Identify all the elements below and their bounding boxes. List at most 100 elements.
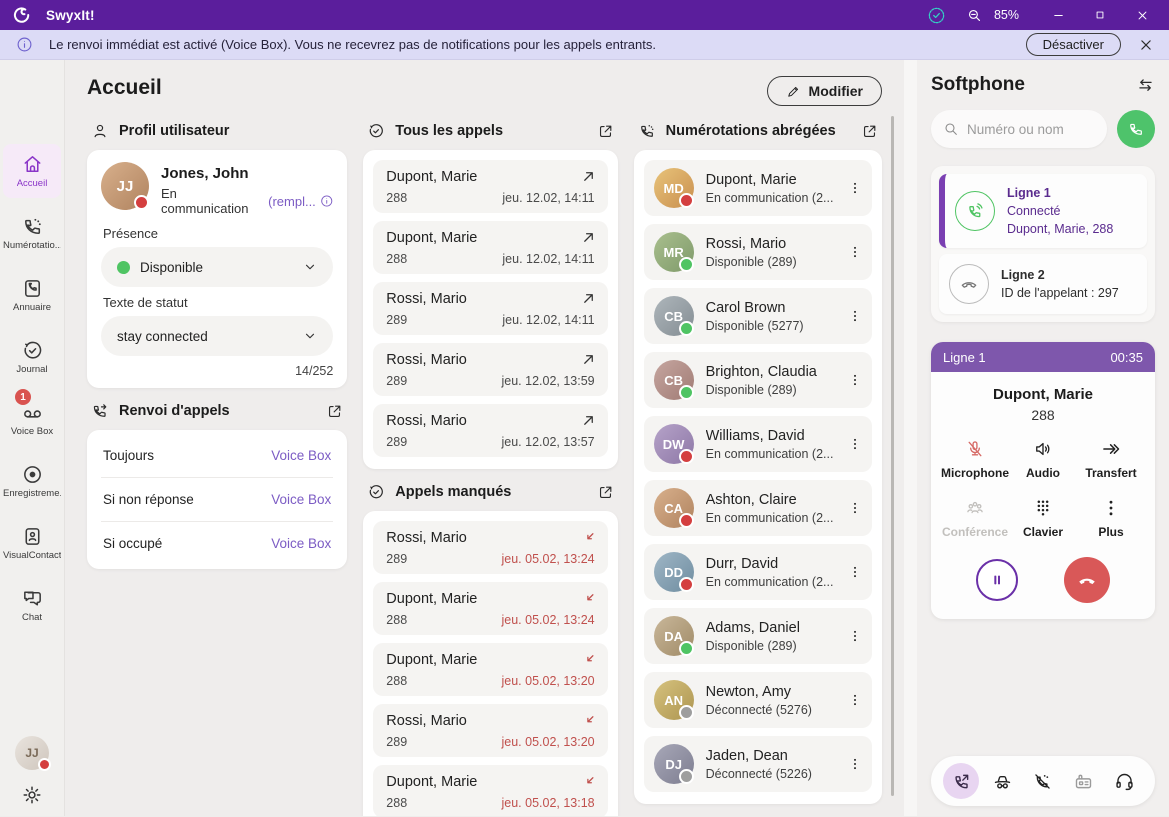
banner-close-icon[interactable] [1137,36,1155,54]
start-call-button[interactable] [1117,110,1155,148]
open-external-icon[interactable] [326,403,343,420]
maximize-button[interactable] [1079,0,1121,30]
avatar: DW [653,424,694,464]
hangup-button[interactable] [1064,557,1110,604]
sidebar-item-annuaire[interactable]: Annuaire [3,268,61,322]
sidebar-item-voicebox[interactable]: 1 Voice Box [3,389,61,446]
missed-call-row[interactable]: Dupont, Marie 288 jeu. 05.02, 13:18 [373,765,608,816]
status-text-select[interactable]: stay connected [101,316,334,356]
busy-status-badge [678,193,694,208]
audio-button[interactable]: Audio [1009,439,1077,480]
available-status-badge [678,385,694,400]
more-button[interactable]: Plus [1077,498,1145,539]
call-row[interactable]: Rossi, Mario 289 jeu. 12.02, 13:59 [373,343,608,396]
zoom-out-icon[interactable] [960,0,990,30]
call-history-icon [21,339,44,362]
open-external-icon[interactable] [597,484,614,501]
speed-dial-row[interactable]: MD Dupont, Marie En communication (2... [643,160,872,216]
line-1-row[interactable]: Ligne 1 Connecté Dupont, Marie, 288 [939,174,1147,249]
lines-card: Ligne 1 Connecté Dupont, Marie, 288 Lign… [931,166,1155,323]
missed-call-row[interactable]: Rossi, Mario 289 jeu. 05.02, 13:20 [373,704,608,757]
more-menu-icon[interactable] [848,627,862,645]
call-history-icon [367,483,385,501]
more-menu-icon[interactable] [848,179,862,197]
missed-calls-section-title: Appels manqués [395,484,512,500]
more-menu-icon[interactable] [848,563,862,581]
avatar: JJ [101,162,149,210]
more-menu-icon[interactable] [848,307,862,325]
speed-dial-row[interactable]: DW Williams, David En communication (2... [643,416,872,472]
speed-dial-row[interactable]: DJ Jaden, Dean Déconnecté (5226) [643,736,872,792]
sidebar-item-accueil[interactable]: Accueil [3,144,61,198]
edit-button[interactable]: Modifier [766,76,882,106]
vertical-scrollbar[interactable] [891,116,894,796]
sidebar-item-enregistrement[interactable]: Enregistreme... [3,454,61,508]
forwarding-rule[interactable]: Si occupé Voice Box [101,521,334,565]
profile-status: En communication [161,186,249,216]
sidebar-item-journal[interactable]: Journal [3,330,61,384]
headset-icon[interactable] [1107,763,1143,799]
open-external-icon[interactable] [597,123,614,140]
line-2-row[interactable]: Ligne 2 ID de l'appelant : 297 [939,254,1147,315]
forwarding-rule[interactable]: Toujours Voice Box [103,448,332,463]
sidebar-item-visualcontacts[interactable]: VisualContacts [3,516,61,570]
speed-dial-icon [21,215,44,238]
connected-call-icon [955,191,995,232]
close-button[interactable] [1121,0,1163,30]
softphone-toolbar [931,756,1155,806]
minimize-button[interactable] [1037,0,1079,30]
sidebar-item-numerotation[interactable]: Numérotatio... [3,206,61,260]
missed-call-row[interactable]: Rossi, Mario 289 jeu. 05.02, 13:24 [373,521,608,574]
microphone-mute-button[interactable]: Microphone [941,439,1009,480]
open-external-icon[interactable] [861,123,878,140]
deactivate-button[interactable]: Désactiver [1025,33,1121,56]
profile-name: Jones, John [161,165,249,182]
all-calls-card: Dupont, Marie 288 jeu. 12.02, 14:11 Dupon… [363,150,618,469]
dial-search-field[interactable] [931,110,1107,148]
incognito-mode-icon[interactable] [984,763,1020,799]
more-menu-icon[interactable] [848,243,862,261]
more-menu-icon[interactable] [848,371,862,389]
dial-disabled-icon[interactable] [1025,763,1061,799]
contacts-book-icon [21,525,44,548]
speed-dial-row[interactable]: CB Brighton, Claudia Disponible (289) [643,352,872,408]
more-menu-icon[interactable] [848,755,862,773]
speaker-icon [1033,439,1053,459]
missed-call-row[interactable]: Dupont, Marie 288 jeu. 05.02, 13:24 [373,582,608,635]
more-menu-icon[interactable] [848,691,862,709]
speed-dial-row[interactable]: MR Rossi, Mario Disponible (289) [643,224,872,280]
presence-select[interactable]: Disponible [101,247,334,287]
more-menu-icon[interactable] [848,499,862,517]
speed-dial-row[interactable]: CB Carol Brown Disponible (5277) [643,288,872,344]
speed-dial-row[interactable]: AN Newton, Amy Déconnecté (5276) [643,672,872,728]
hold-call-button[interactable] [976,559,1018,602]
status-info-icon[interactable] [320,194,334,208]
chevron-down-icon [303,260,317,274]
call-row[interactable]: Dupont, Marie 288 jeu. 12.02, 14:11 [373,221,608,274]
speed-dial-row[interactable]: CA Ashton, Claire En communication (2... [643,480,872,536]
call-row[interactable]: Rossi, Mario 289 jeu. 12.02, 14:11 [373,282,608,335]
avatar: MR [653,232,694,272]
outgoing-call-mode-icon[interactable] [943,763,980,799]
keypad-button[interactable]: Clavier [1009,498,1077,539]
available-dot [117,260,130,274]
more-menu-icon[interactable] [848,435,862,453]
transfer-button[interactable]: Transfert [1077,439,1145,480]
settings-gear-icon[interactable] [21,784,43,806]
call-history-icon [367,122,385,140]
speed-dial-row[interactable]: DA Adams, Daniel Disponible (289) [643,608,872,664]
all-calls-section-title: Tous les appels [395,123,504,139]
user-avatar[interactable]: JJ [15,736,51,771]
forwarding-rule[interactable]: Si non réponse Voice Box [101,477,334,521]
call-row[interactable]: Rossi, Mario 289 jeu. 12.02, 13:57 [373,404,608,457]
conference-button: Conférence [941,498,1009,539]
missed-call-row[interactable]: Dupont, Marie 288 jeu. 05.02, 13:20 [373,643,608,696]
swap-panel-icon[interactable] [1136,76,1155,95]
dial-search-input[interactable] [967,121,1095,137]
desk-phone-icon[interactable] [1066,763,1102,799]
busy-status-badge [678,513,694,528]
call-row[interactable]: Dupont, Marie 288 jeu. 12.02, 14:11 [373,160,608,213]
sidebar-item-chat[interactable]: Chat [3,578,61,632]
profile-status-link[interactable]: (rempl... [268,193,316,209]
speed-dial-row[interactable]: DD Durr, David En communication (2... [643,544,872,600]
